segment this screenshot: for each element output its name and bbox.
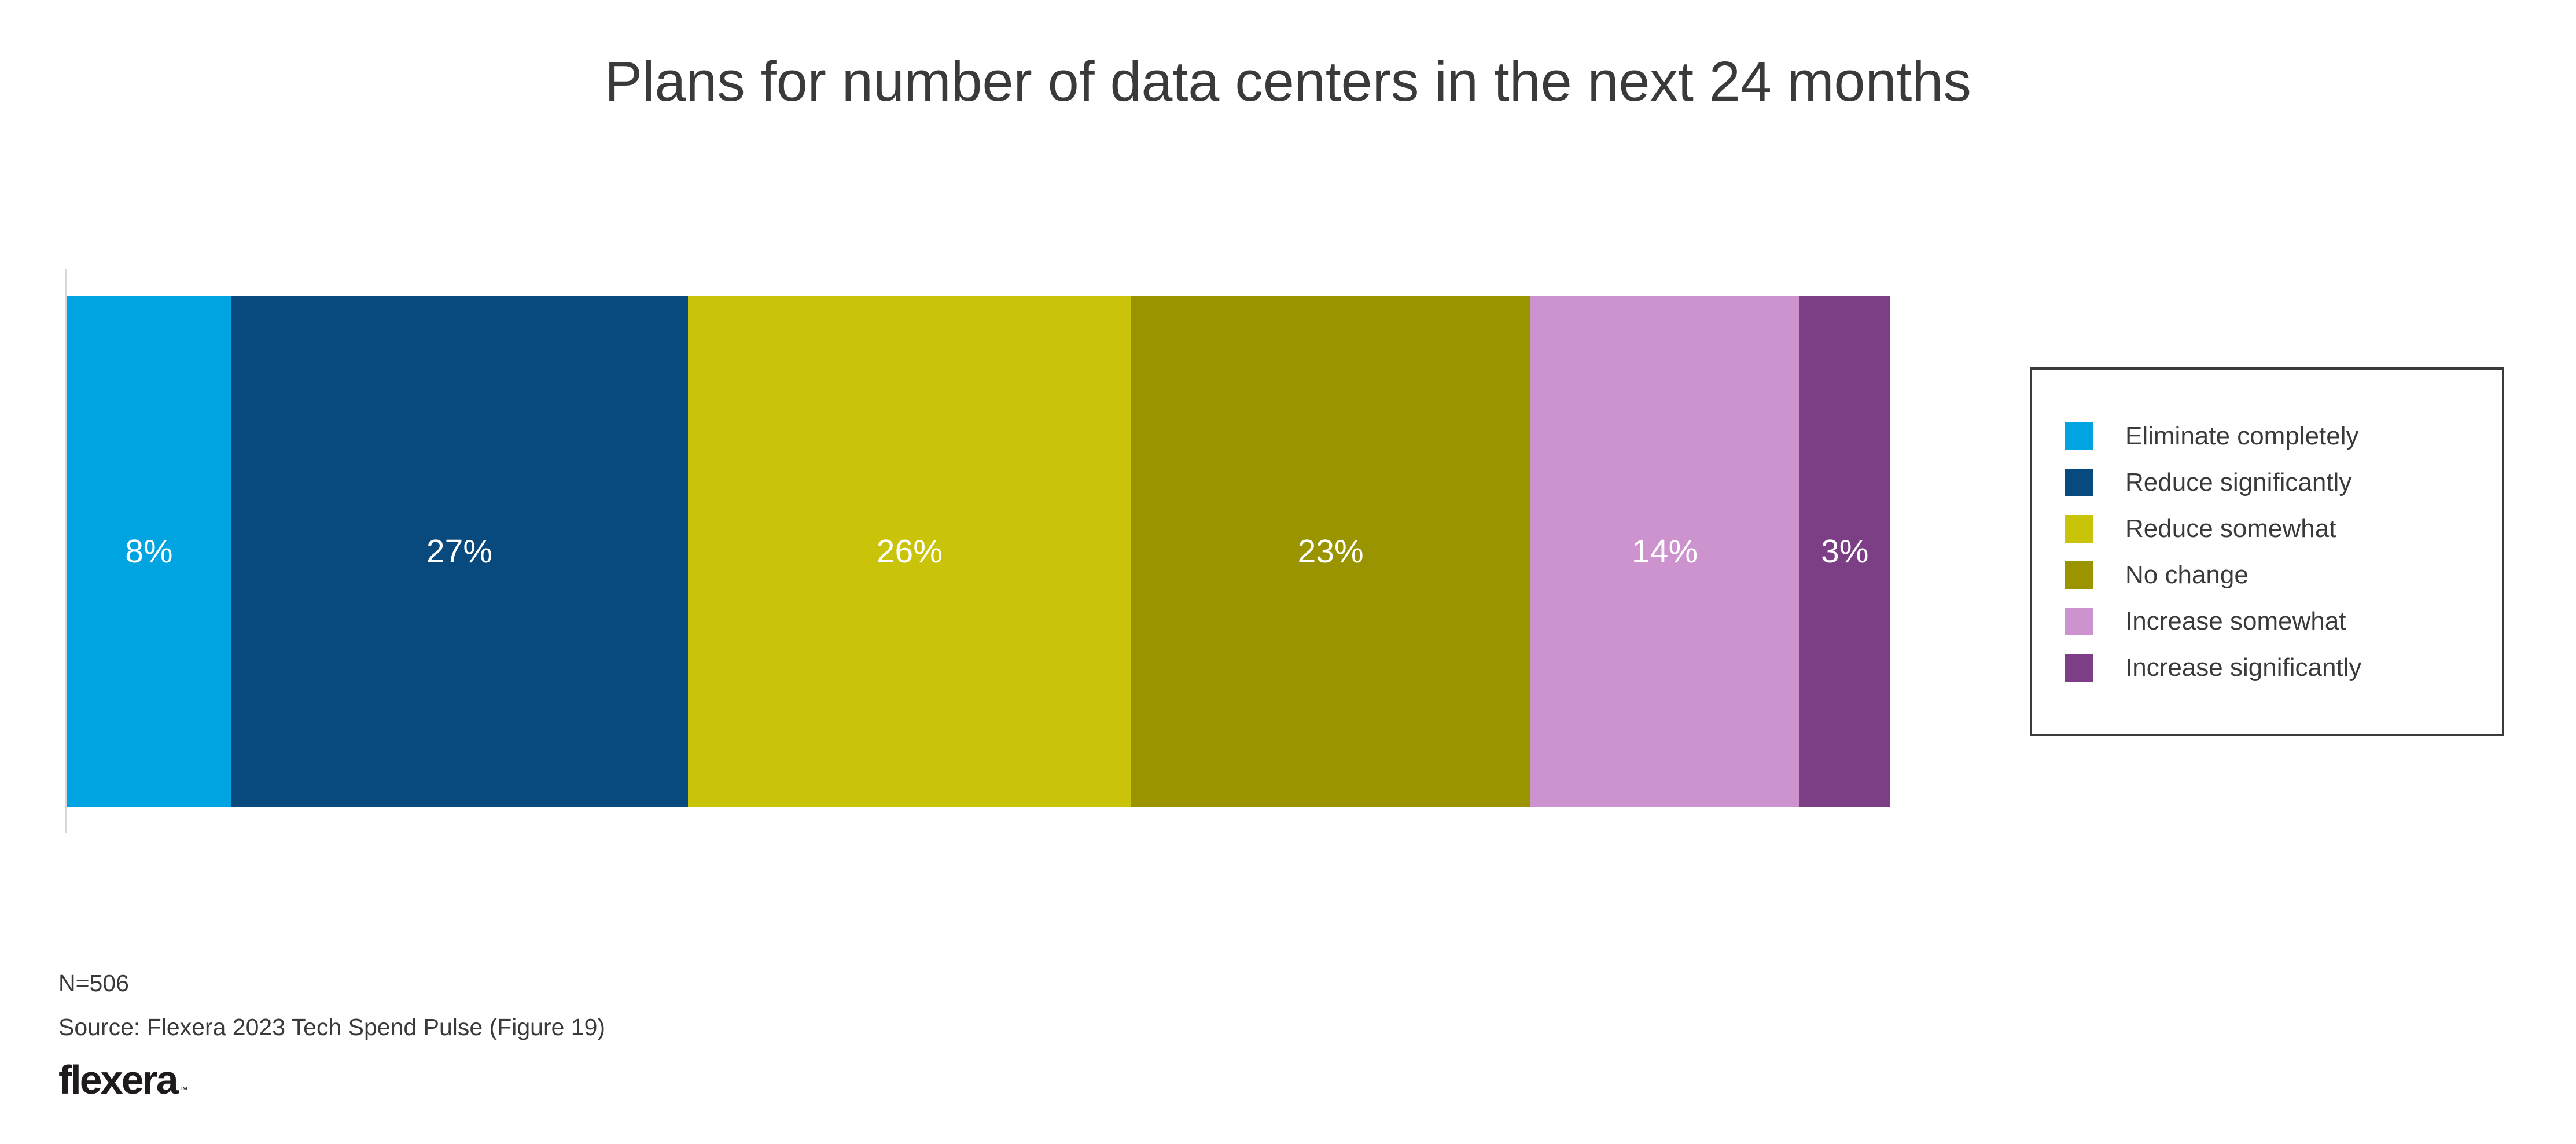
source-note: Source: Flexera 2023 Tech Spend Pulse (F… — [58, 1014, 606, 1040]
legend-item-label: No change — [2125, 560, 2249, 589]
legend-swatch-icon — [2065, 468, 2093, 496]
flexera-logo-text: flexera — [58, 1057, 179, 1102]
legend-item-increase-significantly: Increase significantly — [2065, 653, 2502, 682]
flexera-logo: flexera ™ — [58, 1057, 605, 1102]
segment-value-label: 8% — [125, 532, 173, 570]
footer: N=506 Source: Flexera 2023 Tech Spend Pu… — [58, 970, 606, 1102]
legend-swatch-icon — [2065, 653, 2093, 682]
legend-item-label: Eliminate completely — [2125, 421, 2359, 450]
legend-swatch-icon — [2065, 561, 2093, 589]
legend-item-label: Reduce somewhat — [2125, 514, 2336, 543]
legend-item-eliminate-completely: Eliminate completely — [2065, 422, 2502, 450]
segment-value-label: 27% — [426, 532, 493, 570]
legend-swatch-icon — [2065, 514, 2093, 543]
bar-segment-increase-significantly: 3% — [1799, 296, 1891, 807]
legend-item-label: Reduce significantly — [2125, 468, 2352, 496]
trademark-icon: ™ — [178, 1085, 188, 1095]
legend-item-label: Increase significantly — [2125, 653, 2362, 682]
legend-item-reduce-somewhat: Reduce somewhat — [2065, 514, 2502, 543]
bar-segment-reduce-significantly: 27% — [230, 296, 689, 807]
bar-segment-no-change: 23% — [1131, 296, 1530, 807]
bar-segment-eliminate-completely: 8% — [67, 296, 231, 807]
segment-value-label: 14% — [1632, 532, 1698, 570]
legend-item-increase-somewhat: Increase somewhat — [2065, 606, 2502, 635]
segment-value-label: 23% — [1297, 532, 1364, 570]
segment-value-label: 26% — [876, 532, 943, 570]
bar-segment-increase-somewhat: 14% — [1530, 296, 1799, 807]
legend-item-no-change: No change — [2065, 561, 2502, 589]
y-axis-line — [65, 269, 67, 833]
sample-size-note: N=506 — [58, 970, 129, 996]
legend: Eliminate completely Reduce significantl… — [2030, 367, 2504, 736]
segment-value-label: 3% — [1821, 532, 1869, 570]
stacked-bar: 8% 27% 26% 23% 14% 3% — [67, 296, 1891, 807]
chart-title: Plans for number of data centers in the … — [605, 50, 1971, 113]
legend-swatch-icon — [2065, 422, 2093, 450]
bar-segment-reduce-somewhat: 26% — [688, 296, 1131, 807]
legend-item-reduce-significantly: Reduce significantly — [2065, 468, 2502, 496]
legend-swatch-icon — [2065, 607, 2093, 635]
legend-item-label: Increase somewhat — [2125, 606, 2346, 635]
